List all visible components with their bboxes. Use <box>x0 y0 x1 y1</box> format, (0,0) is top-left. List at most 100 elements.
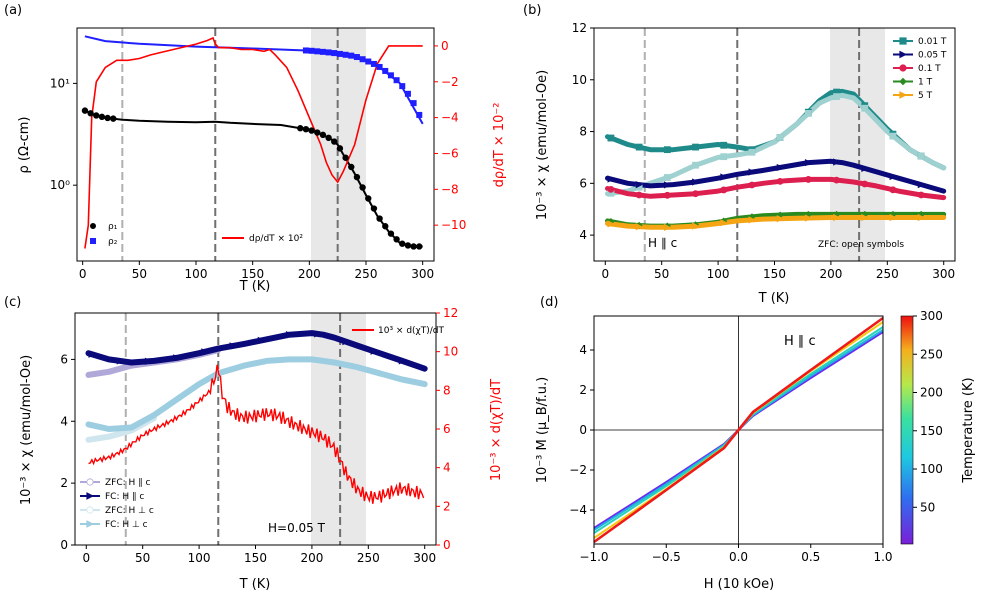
marker-c-fc-7 <box>285 331 294 339</box>
marker-b-3-7 <box>804 176 812 183</box>
a-xtick-label-3: 150 <box>241 267 264 281</box>
colorbar-tick-label-5: 300 <box>920 309 943 323</box>
y-axis-label-d: 10⁻³ M (μ_B/f.u.) <box>535 377 550 483</box>
markers-c <box>88 330 407 365</box>
marker-rho1-47 <box>348 163 355 171</box>
marker-b-3-1 <box>635 191 643 199</box>
marker-b-2-11 <box>917 180 926 189</box>
marker-rho1-38 <box>297 125 304 132</box>
b-ytick-label-2: 8 <box>579 125 587 139</box>
marker-rho2-58 <box>410 100 417 107</box>
marker-rho2-48 <box>353 54 360 61</box>
b-xtick-label-5: 250 <box>876 267 899 281</box>
legend-label-b-3: 1 T <box>918 78 933 88</box>
series-b <box>605 88 947 230</box>
marker-rho2-54 <box>387 72 394 79</box>
legend-label-c-3: FC: H ⊥ c <box>105 520 148 530</box>
marker-rho2-42 <box>319 48 326 55</box>
c-xtick-label-5: 250 <box>357 551 380 565</box>
c-r-ytick-label-4: 8 <box>443 383 451 397</box>
marker-b-3-0 <box>607 185 615 193</box>
marker-rho2-55 <box>393 77 400 84</box>
y-ticks-c: 0 2 4 6 <box>60 352 75 552</box>
marker-b-2-1 <box>635 180 644 189</box>
marker-b-5-7 <box>804 214 813 222</box>
colorbar-tick-label-3: 200 <box>920 386 943 400</box>
series-d <box>593 316 884 544</box>
marker-rho1-41 <box>314 129 321 136</box>
marker-rho1-40 <box>308 127 315 134</box>
b-xtick-label-1: 50 <box>654 267 669 281</box>
legend-c: ZFC: H ∥ c FC: H ∥ c ZFC: H ⊥ c FC: H ⊥ c <box>80 478 154 530</box>
b-ytick-label-0: 4 <box>579 228 587 242</box>
marker-b-2-10 <box>889 172 897 181</box>
y-ticks-right-c: 0 2 4 6 8 10 12 <box>436 306 458 552</box>
legend-marker-c-1 <box>86 492 95 500</box>
x-ticks-c: 0 50 100 150 200 250 300 <box>82 545 436 565</box>
a-xtick-label-1: 50 <box>132 267 147 281</box>
d-ytick-label-4: 4 <box>579 343 587 357</box>
x-ticks-b: 0 50 100 150 200 250 300 <box>601 261 955 281</box>
marker-rho1-58 <box>410 243 417 250</box>
marker-c-fc-2 <box>144 357 153 365</box>
legend-label-c-2: ZFC: H ⊥ c <box>105 506 154 516</box>
marker-rho1-57 <box>404 242 412 249</box>
marker-b-1-2 <box>663 174 671 181</box>
marker-c-fc-3 <box>173 354 181 362</box>
c-xtick-label-6: 300 <box>413 551 436 565</box>
marker-b-0-1 <box>635 143 643 151</box>
colorbar-tick-label-4: 250 <box>920 347 943 361</box>
marker-rho2-41 <box>314 48 321 55</box>
x-axis-label-b: T (K) <box>758 291 790 306</box>
legend-label-b-2: 0.1 T <box>918 64 941 74</box>
marker-b-2-8 <box>833 158 841 166</box>
marker-b-3-8 <box>833 176 840 184</box>
marker-rho1-1 <box>87 110 94 117</box>
marker-b-5-4 <box>720 219 728 227</box>
marker-rho2-53 <box>382 67 389 74</box>
marker-rho1-0 <box>81 107 89 114</box>
panel-label-a: (a) <box>4 3 22 18</box>
d-ytick-label-1: −2 <box>569 463 587 477</box>
markers-b <box>607 88 926 231</box>
marker-b-5-5 <box>748 216 756 224</box>
panel-d: (d) −1.0 −0.5 0.0 0.5 1.0 −4 −2 0 2 4 H (10 kOe)… <box>535 295 976 592</box>
marker-rho2-50 <box>365 58 372 65</box>
marker-b-2-0 <box>607 175 615 183</box>
x-ticks-d: −1.0 −0.5 0.0 0.5 1.0 <box>579 544 893 564</box>
marker-b-5-11 <box>917 213 926 222</box>
marker-rho1-48 <box>353 173 361 181</box>
c-ytick-label-3: 6 <box>60 352 68 366</box>
y-ticks-d: −4 −2 0 2 4 <box>569 343 594 517</box>
marker-rho1-51 <box>370 205 378 212</box>
marker-b-3-10 <box>889 186 897 194</box>
c-ytick-label-1: 2 <box>60 476 68 490</box>
y-ticks-right-a: 0 −2 −4 −6 −8 −10 <box>434 39 466 232</box>
marker-rho2-43 <box>325 49 332 56</box>
a-r-ytick-label-3: −6 <box>441 146 459 160</box>
marker-rho1-45 <box>336 145 344 152</box>
marker-rho1-50 <box>365 195 372 202</box>
colorbar-ticks: 50 100 150 200 250 300 <box>913 309 943 514</box>
legend-label-rho2: ρ₂ <box>108 237 118 247</box>
marker-b-5-0 <box>607 220 615 228</box>
marker-b-0-0 <box>607 134 615 142</box>
a-r-ytick-label-4: −8 <box>441 182 459 196</box>
marker-rho2-56 <box>399 83 406 90</box>
colorbar <box>900 315 914 545</box>
c-r-ytick-label-6: 12 <box>443 306 458 320</box>
legend-marker-b-4 <box>899 91 908 99</box>
marker-b-2-2 <box>663 181 672 189</box>
x-axis-label-a: T (K) <box>239 279 271 294</box>
marker-rho1-53 <box>382 223 389 230</box>
marker-b-3-4 <box>720 186 728 194</box>
colorbar-label: Temperature (K) <box>961 377 976 483</box>
panel-label-c: (c) <box>4 295 21 310</box>
marker-b-3-6 <box>776 177 784 185</box>
marker-rho1-59 <box>416 243 423 250</box>
series-line-d-4 <box>593 316 884 544</box>
marker-rho2-46 <box>342 51 349 58</box>
legend-label-drho: dρ/dT × 10² <box>249 234 303 244</box>
b-xtick-label-0: 0 <box>601 267 609 281</box>
marker-b-1-7 <box>804 110 812 117</box>
